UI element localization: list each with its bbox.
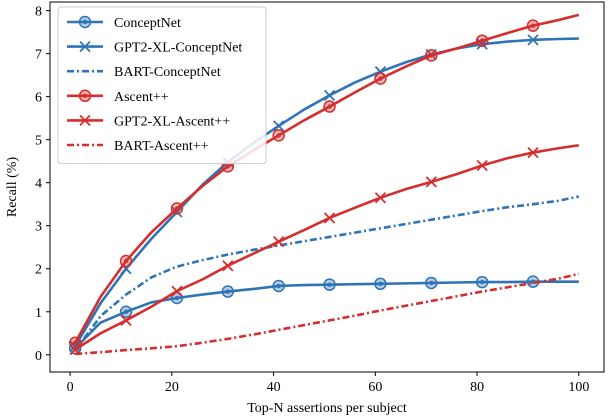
data-point xyxy=(171,285,183,297)
x-tick-label: 60 xyxy=(368,380,382,395)
data-point xyxy=(170,291,184,305)
data-point xyxy=(374,277,387,291)
legend-marker xyxy=(78,15,92,29)
legend-entry: BART-Ascent++ xyxy=(67,139,209,154)
legend-entry: GPT2-XL-Ascent++ xyxy=(67,114,230,129)
marker-dot xyxy=(174,295,180,301)
legend-marker xyxy=(79,40,91,53)
data-point xyxy=(222,260,234,272)
data-point xyxy=(323,278,336,291)
marker-dot xyxy=(530,23,536,28)
marker-dot xyxy=(327,282,332,287)
x-tick-label: 100 xyxy=(568,380,589,395)
data-point xyxy=(119,305,133,319)
x-axis: 0 20 40 60 80 100 xyxy=(67,372,589,395)
data-point xyxy=(425,49,438,62)
data-point xyxy=(475,275,489,289)
y-axis-title: Recall (%) xyxy=(5,157,20,218)
marker-dot xyxy=(276,133,281,138)
data-point xyxy=(476,159,488,172)
data-point xyxy=(527,34,539,46)
marker-dot xyxy=(378,281,383,287)
data-point xyxy=(425,176,437,188)
marker-dot xyxy=(378,76,383,81)
y-tick-label: 5 xyxy=(35,134,42,149)
data-point xyxy=(323,89,336,101)
data-point xyxy=(273,120,285,132)
data-point xyxy=(425,276,438,290)
x-axis-title: Top-N assertions per subject xyxy=(247,401,407,416)
series-bart-conceptnet xyxy=(74,195,580,352)
x-tick-label: 40 xyxy=(267,380,281,395)
legend-label: BART-Ascent++ xyxy=(114,139,209,154)
data-point xyxy=(272,129,285,142)
marker-dot xyxy=(174,206,180,211)
y-tick-label: 1 xyxy=(35,306,42,321)
legend-label: BART-ConceptNet xyxy=(114,65,221,80)
data-point xyxy=(374,72,387,85)
legend: ConceptNet GPT2-XL-ConceptNet BART-Concept… xyxy=(57,6,267,165)
series-line xyxy=(75,272,580,356)
marker-dot xyxy=(72,340,78,345)
marker-dot xyxy=(429,53,434,58)
data-point xyxy=(374,192,387,204)
x-tick-label: 20 xyxy=(165,380,179,395)
marker-dot xyxy=(429,280,434,286)
marker-dot xyxy=(225,289,230,294)
data-point xyxy=(69,340,81,352)
data-point xyxy=(171,206,183,218)
marker-dot xyxy=(123,309,129,314)
data-point xyxy=(526,19,540,32)
data-point xyxy=(475,34,489,47)
y-tick-label: 8 xyxy=(35,5,42,20)
marker-dot xyxy=(225,164,230,169)
data-point xyxy=(272,279,285,293)
marker-dot xyxy=(82,19,88,25)
marker-dot xyxy=(479,38,485,43)
marker-dot xyxy=(82,93,88,99)
marker-dot xyxy=(276,283,281,289)
data-point xyxy=(323,212,336,224)
y-tick-label: 6 xyxy=(35,91,42,106)
plot-frame xyxy=(49,1,605,373)
series-layer xyxy=(68,13,580,356)
legend-label: Ascent++ xyxy=(114,90,169,105)
data-point xyxy=(170,202,184,215)
legend-label: GPT2-XL-ConceptNet xyxy=(114,41,242,56)
marker-dot xyxy=(123,258,129,264)
legend-label: GPT2-XL-Ascent++ xyxy=(114,114,230,129)
data-point xyxy=(527,146,539,159)
y-axis: 0 1 2 3 4 5 6 7 8 xyxy=(35,5,50,364)
legend-entry: Ascent++ xyxy=(67,89,169,105)
y-tick-label: 4 xyxy=(35,177,42,192)
legend-label: ConceptNet xyxy=(114,16,181,31)
x-tick-label: 0 xyxy=(67,380,74,395)
y-tick-label: 3 xyxy=(35,220,42,235)
legend-box xyxy=(57,6,267,165)
y-tick-label: 0 xyxy=(35,349,42,364)
y-tick-label: 7 xyxy=(35,48,42,63)
marker-dot xyxy=(327,104,332,109)
y-tick-label: 2 xyxy=(35,263,42,278)
series-line xyxy=(74,195,580,352)
legend-marker xyxy=(79,114,91,127)
series-ascent- xyxy=(68,13,580,349)
legend-entry: GPT2-XL-ConceptNet xyxy=(67,41,242,56)
legend-marker xyxy=(78,89,92,103)
series-gpt2-xl-conceptnet xyxy=(69,34,579,352)
legend-entry: ConceptNet xyxy=(67,15,181,31)
data-point xyxy=(273,236,285,248)
marker-dot xyxy=(479,279,485,285)
data-point xyxy=(221,285,235,298)
data-point xyxy=(119,254,133,268)
data-point xyxy=(120,314,132,327)
marker-dot xyxy=(530,279,536,284)
series-bart-ascent- xyxy=(75,272,580,356)
data-point xyxy=(323,100,336,113)
series-gpt2-xl-ascent- xyxy=(69,143,580,356)
legend-entry: BART-ConceptNet xyxy=(67,65,221,80)
x-tick-label: 80 xyxy=(470,380,484,395)
